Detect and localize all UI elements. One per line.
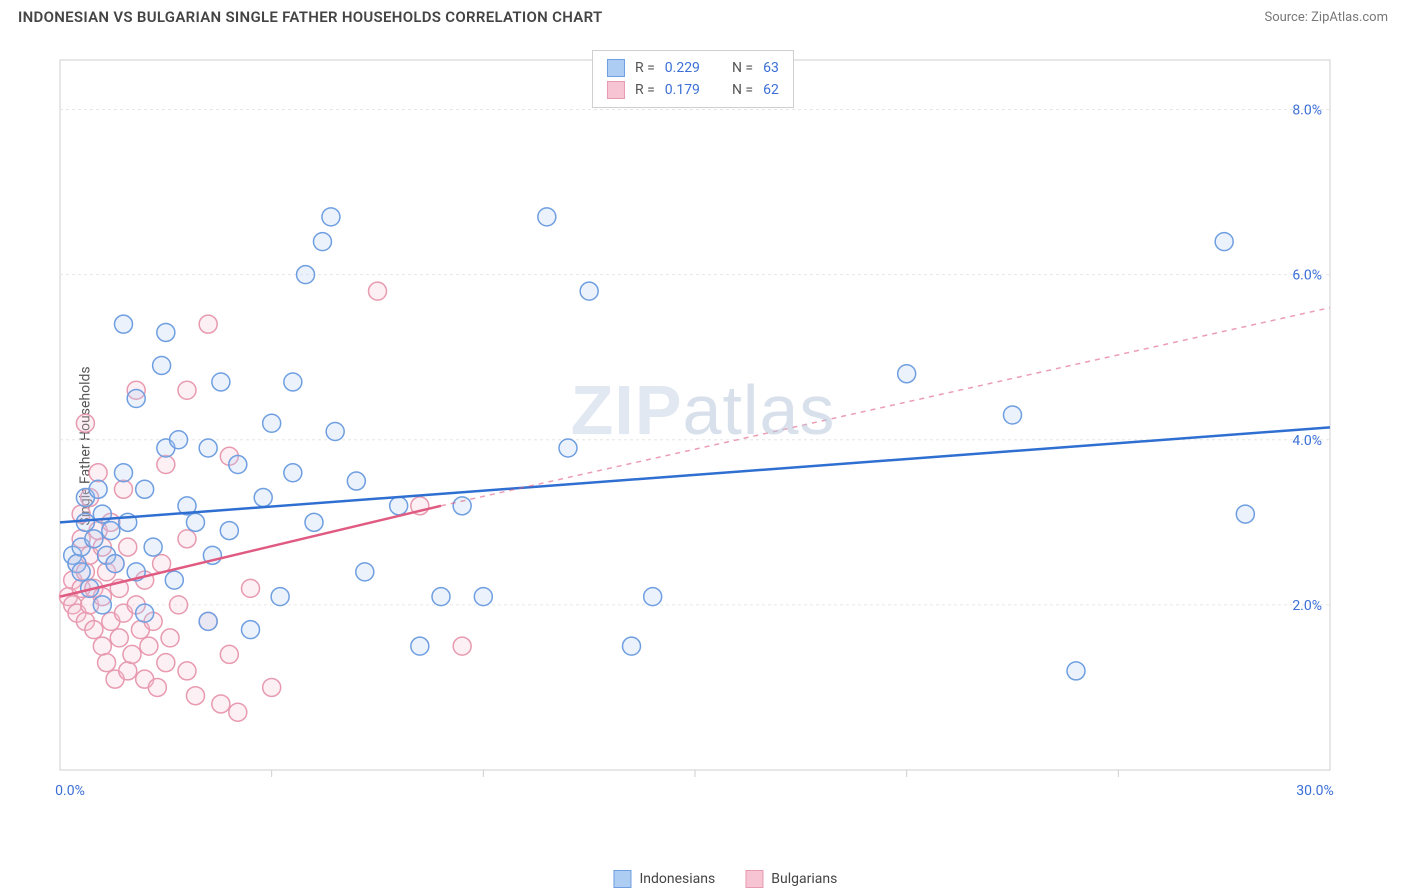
svg-text:4.0%: 4.0% <box>1292 433 1322 449</box>
legend-swatch-bulgarians <box>745 870 763 888</box>
chart-title: INDONESIAN VS BULGARIAN SINGLE FATHER HO… <box>18 8 602 26</box>
swatch-bulgarians <box>607 81 625 99</box>
stats-row-1: R = 0.229 N = 63 <box>607 57 779 79</box>
legend-label-bulgarians: Bulgarians <box>771 871 837 887</box>
legend-item-indonesians: Indonesians <box>613 870 715 888</box>
stats-row-2: R = 0.179 N = 62 <box>607 79 779 101</box>
chart-source: Source: ZipAtlas.com <box>1264 10 1388 25</box>
legend-swatch-indonesians <box>613 870 631 888</box>
legend-label-indonesians: Indonesians <box>639 871 715 887</box>
r-label: R = <box>635 60 655 76</box>
stats-box: R = 0.229 N = 63 R = 0.179 N = 62 <box>592 50 794 108</box>
n-value-2: 62 <box>763 82 779 98</box>
svg-text:30.0%: 30.0% <box>1296 783 1334 799</box>
r-label: R = <box>635 82 655 98</box>
r-value-2: 0.179 <box>665 82 700 98</box>
r-value-1: 0.229 <box>665 60 700 76</box>
legend: Indonesians Bulgarians <box>613 870 837 888</box>
plot-area: 2.0% 4.0% 6.0% 8.0% 0.0% 30.0% <box>50 50 1390 820</box>
n-label: N = <box>732 82 753 98</box>
n-value-1: 63 <box>763 60 779 76</box>
swatch-indonesians <box>607 59 625 77</box>
svg-text:2.0%: 2.0% <box>1292 598 1322 614</box>
svg-text:0.0%: 0.0% <box>55 783 85 799</box>
legend-item-bulgarians: Bulgarians <box>745 870 837 888</box>
n-label: N = <box>732 60 753 76</box>
svg-text:6.0%: 6.0% <box>1292 268 1322 284</box>
svg-text:8.0%: 8.0% <box>1292 103 1322 119</box>
